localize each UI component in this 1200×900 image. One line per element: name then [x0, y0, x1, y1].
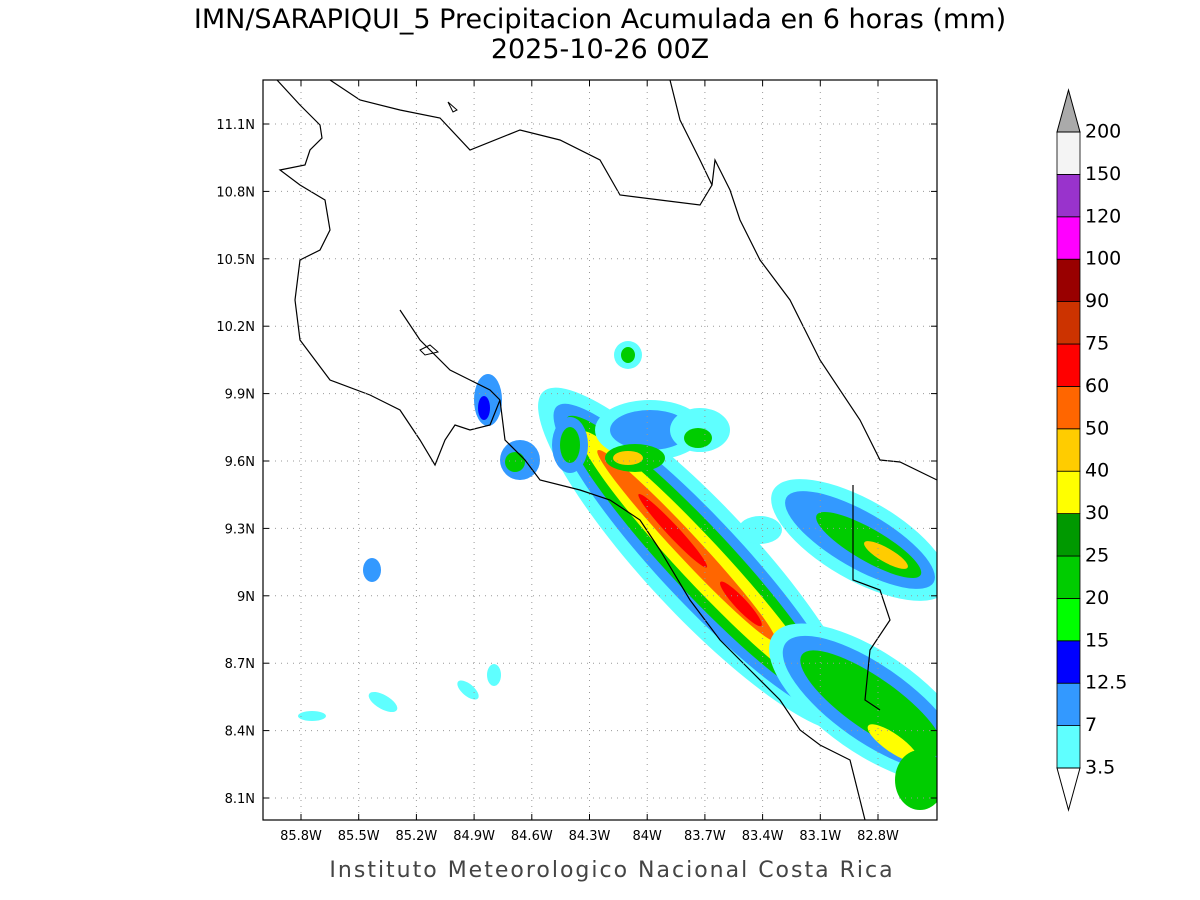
colorbar-bin [1056, 598, 1081, 642]
colorbar-bin [1056, 173, 1081, 218]
lon-label: 83.1W [799, 829, 841, 844]
colorbar-label: 25 [1085, 545, 1109, 567]
colorbar-label: 3.5 [1085, 757, 1115, 779]
lat-label: 10.8N [216, 185, 255, 200]
lon-label: 82.8W [857, 829, 899, 844]
colorbar-label: 40 [1085, 460, 1109, 482]
coastline [669, 80, 713, 186]
colorbar-bin [1056, 428, 1081, 472]
lat-label: 9.3N [225, 522, 255, 537]
footer: Instituto Meteorologico Nacional Costa R… [329, 858, 894, 883]
lat-label: 10.2N [216, 320, 255, 335]
lat-label: 8.7N [225, 657, 255, 672]
colorbar-label: 15 [1085, 629, 1109, 651]
lat-label: 9.6N [225, 455, 255, 470]
lon-label: 84.9W [453, 829, 495, 844]
map-area [276, 80, 937, 820]
colorbar-bin [1056, 725, 1081, 769]
colorbar-over [1056, 88, 1081, 133]
precip-field [298, 341, 937, 810]
lon-label: 84W [632, 829, 662, 844]
colorbar-label: 60 [1085, 375, 1109, 397]
colorbar-bin [1056, 258, 1081, 303]
colorbar-bin [1056, 555, 1081, 599]
map-frame [262, 79, 938, 821]
colorbar-bin [1056, 301, 1081, 345]
colorbar-bin [1056, 470, 1081, 515]
colorbar-label: 30 [1085, 502, 1109, 524]
border [329, 80, 937, 481]
lon-label: 84.6W [511, 829, 553, 844]
lat-label: 10.5N [216, 253, 255, 268]
lon-label: 83.7W [684, 829, 726, 844]
lat-label: 8.1N [225, 792, 255, 807]
colorbar-label: 150 [1085, 163, 1121, 185]
colorbar-label: 50 [1085, 417, 1109, 439]
colorbar-label: 100 [1085, 248, 1121, 270]
colorbar-bin [1056, 343, 1081, 387]
lon-label: 85.8W [280, 829, 322, 844]
subtitle: 2025-10-26 00Z [491, 34, 709, 65]
colorbar-bin [1056, 131, 1081, 175]
lon-label: 85.5W [338, 829, 380, 844]
colorbar-label: 20 [1085, 587, 1109, 609]
border [852, 485, 891, 711]
lat-label: 9.9N [225, 388, 255, 403]
colorbar-under [1056, 767, 1081, 812]
colorbar-label: 7 [1085, 714, 1097, 736]
colorbar-label: 120 [1085, 205, 1121, 227]
colorbar-label: 75 [1085, 333, 1109, 355]
lat-label: 8.4N [225, 725, 255, 740]
lon-label: 84.3W [569, 829, 611, 844]
island [419, 101, 458, 356]
colorbar-bin [1056, 385, 1081, 430]
lon-label: 85.2W [395, 829, 437, 844]
coastline [276, 80, 866, 820]
colorbar-label: 200 [1085, 121, 1121, 143]
colorbar-bin [1056, 682, 1081, 727]
title: IMN/SARAPIQUI_5 Precipitacion Acumulada … [194, 4, 1006, 35]
colorbar-label: 12.5 [1085, 672, 1127, 694]
lat-label: 11.1N [216, 118, 255, 133]
colorbar-label: 90 [1085, 290, 1109, 312]
colorbar-bin [1056, 640, 1081, 684]
lat-label: 9N [237, 590, 255, 605]
lon-label: 83.4W [742, 829, 784, 844]
colorbar-bin [1056, 216, 1081, 260]
coastline [399, 309, 501, 401]
colorbar-bin [1056, 513, 1081, 557]
